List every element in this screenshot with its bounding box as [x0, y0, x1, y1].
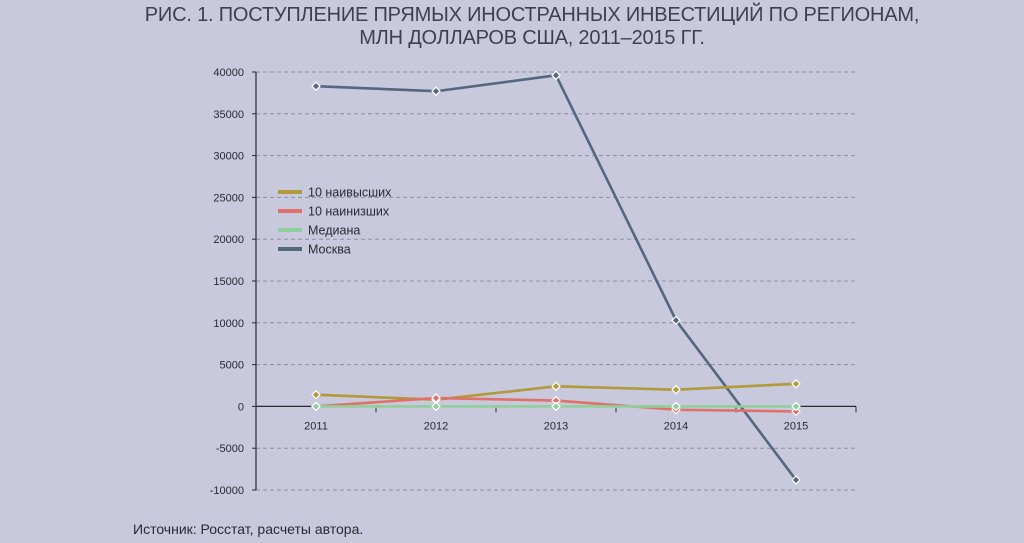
y-tick-labels: 40000 35000 30000 25000 20000 15000 10000 5000 0…: [210, 67, 244, 497]
x-tick-label: 2014: [664, 420, 688, 432]
y-tick-label: -5000: [216, 443, 244, 455]
y-tick-label: 25000: [213, 192, 244, 204]
legend-label: Медиана: [308, 224, 360, 238]
y-tick-label: 20000: [213, 234, 244, 246]
legend-label: Москва: [308, 243, 351, 257]
chart-title: РИС. 1. ПОСТУПЛЕНИЕ ПРЯМЫХ ИНОСТРАННЫХ И…: [0, 4, 1024, 50]
y-tick-label: 30000: [213, 151, 244, 163]
source-note: Источник: Росстат, расчеты автора.: [133, 521, 364, 537]
chart-title-line-2: МЛН ДОЛЛАРОВ США, 2011–2015 ГГ.: [359, 27, 705, 49]
legend: 10 наивысших 10 наинизших Медиана Москва: [278, 186, 392, 257]
x-tick-label: 2012: [424, 420, 448, 432]
y-tick-label: 0: [238, 401, 244, 413]
data-point: [311, 389, 321, 400]
series-group: [311, 70, 801, 485]
legend-label: 10 наинизших: [308, 205, 390, 219]
legend-label: 10 наивысших: [308, 186, 392, 200]
data-point: [671, 384, 681, 395]
x-tick-label: 2015: [784, 420, 808, 432]
x-tick-label: 2011: [304, 420, 328, 432]
data-point: [551, 381, 561, 392]
y-tick-label: 35000: [213, 109, 244, 121]
x-tick-label: 2013: [544, 420, 568, 432]
data-point: [551, 401, 561, 412]
y-tick-label: 5000: [220, 360, 244, 372]
grid-lines: [256, 71, 856, 491]
series-line: [315, 74, 798, 481]
data-point: [311, 81, 321, 92]
data-point: [431, 401, 441, 412]
data-point: [791, 378, 801, 389]
data-point: [791, 401, 801, 412]
data-point: [671, 401, 681, 412]
data-point: [791, 406, 801, 417]
data-point: [311, 401, 321, 412]
data-point: [431, 86, 441, 97]
data-point: [551, 70, 561, 81]
data-point: [791, 475, 801, 485]
y-tick-label: 15000: [213, 276, 244, 288]
y-tick-label: 10000: [213, 318, 244, 330]
x-tick-labels: 2011 2012 2013 2014 2015: [304, 420, 808, 432]
y-tick-label: 40000: [213, 67, 244, 79]
data-point: [671, 315, 681, 326]
y-tick-label: -10000: [210, 485, 244, 497]
chart-title-line-1: РИС. 1. ПОСТУПЛЕНИЕ ПРЯМЫХ ИНОСТРАННЫХ И…: [144, 4, 920, 26]
